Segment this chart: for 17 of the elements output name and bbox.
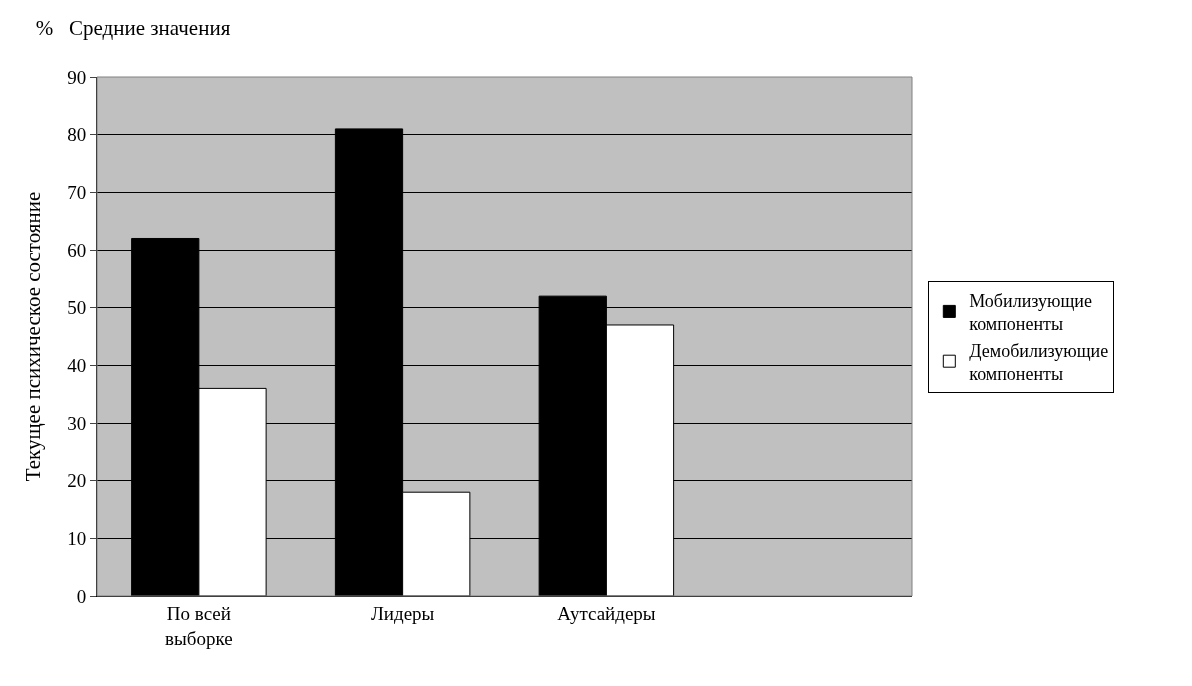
y-tick-label: 10 bbox=[67, 527, 87, 549]
y-tick-label: 60 bbox=[67, 239, 87, 261]
y-tick-label: 80 bbox=[67, 124, 87, 146]
y-axis-title: Текущее психическое состояние bbox=[21, 191, 46, 482]
y-tick-label: 70 bbox=[67, 181, 87, 203]
x-tick-label: По всей выборке bbox=[165, 602, 233, 649]
x-tick-label: Лидеры bbox=[370, 602, 435, 624]
y-tick-label: 50 bbox=[67, 297, 87, 319]
legend-label: Демобилизующие компоненты bbox=[969, 340, 1109, 384]
y-tick-label: 0 bbox=[76, 585, 87, 607]
y-tick-label: 90 bbox=[67, 66, 87, 88]
legend-label: Мобилизующие компоненты bbox=[969, 290, 1092, 335]
y-tick-label: 20 bbox=[67, 470, 87, 492]
y-tick-label: 30 bbox=[67, 412, 87, 434]
x-tick-label: Аутсайдеры bbox=[557, 602, 656, 624]
chart-title: % Средние значения bbox=[35, 16, 231, 41]
y-tick-label: 40 bbox=[67, 354, 87, 376]
